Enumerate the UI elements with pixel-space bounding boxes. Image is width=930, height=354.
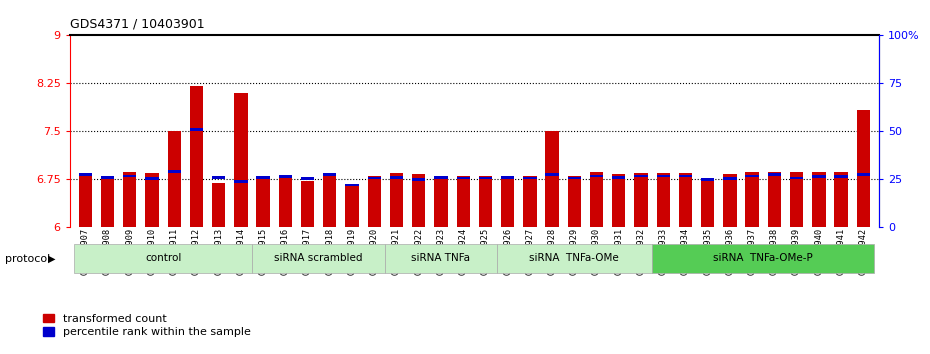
Bar [301, 181, 314, 227]
Bar [79, 173, 92, 176]
Bar [234, 93, 247, 227]
Bar [479, 176, 492, 227]
Bar [345, 187, 359, 227]
Bar [612, 174, 626, 227]
Bar [145, 173, 159, 227]
Bar [524, 176, 537, 227]
Bar [767, 173, 781, 176]
Bar [123, 175, 137, 177]
Bar [252, 244, 385, 273]
Bar [746, 175, 759, 177]
Bar [257, 176, 270, 227]
Bar [812, 172, 826, 227]
Bar [857, 173, 870, 176]
Bar [790, 172, 804, 227]
Text: control: control [145, 253, 181, 263]
Bar [100, 176, 114, 179]
Bar [679, 173, 692, 227]
Bar [167, 170, 181, 173]
Bar [545, 131, 559, 227]
Bar [167, 131, 181, 227]
Bar [385, 244, 497, 273]
Bar [790, 177, 804, 179]
Bar [746, 172, 759, 227]
Text: siRNA TNFa: siRNA TNFa [411, 253, 471, 263]
Bar [612, 176, 626, 179]
Bar [145, 177, 159, 180]
Bar [345, 183, 359, 187]
Bar [524, 177, 537, 179]
Bar [123, 172, 137, 227]
Bar [567, 176, 581, 227]
Text: siRNA  TNFa-OMe-P: siRNA TNFa-OMe-P [713, 253, 813, 263]
Bar [567, 177, 581, 179]
Bar [367, 176, 381, 227]
Bar [212, 176, 225, 179]
Bar [834, 172, 848, 227]
Bar [724, 174, 737, 227]
Bar [652, 244, 874, 273]
Legend: transformed count, percentile rank within the sample: transformed count, percentile rank withi… [43, 314, 250, 337]
Bar [501, 176, 514, 179]
Bar [724, 177, 737, 180]
Bar [301, 177, 314, 180]
Bar [412, 178, 425, 181]
Bar [634, 173, 647, 227]
Bar [657, 173, 670, 227]
Text: ▶: ▶ [48, 254, 56, 264]
Bar [479, 177, 492, 179]
Text: siRNA  TNFa-OMe: siRNA TNFa-OMe [529, 253, 619, 263]
Bar [323, 173, 337, 176]
Bar [79, 174, 92, 227]
Bar [190, 128, 203, 131]
Bar [367, 177, 381, 179]
Bar [657, 175, 670, 177]
Bar [457, 176, 470, 227]
Bar [390, 173, 404, 227]
Bar [812, 175, 826, 178]
Text: protocol: protocol [5, 254, 50, 264]
Bar [701, 178, 714, 181]
Bar [457, 177, 470, 179]
Bar [74, 244, 252, 273]
Bar [234, 181, 247, 183]
Bar [323, 174, 337, 227]
Bar [501, 176, 514, 227]
Bar [857, 110, 870, 227]
Bar [279, 175, 292, 227]
Bar [634, 175, 647, 177]
Bar [767, 172, 781, 227]
Bar [212, 183, 225, 227]
Text: GDS4371 / 10403901: GDS4371 / 10403901 [70, 18, 205, 31]
Bar [497, 244, 652, 273]
Bar [257, 176, 270, 179]
Bar [279, 175, 292, 178]
Bar [590, 175, 604, 177]
Bar [100, 178, 114, 227]
Bar [390, 176, 404, 179]
Bar [434, 179, 447, 227]
Bar [679, 175, 692, 177]
Bar [190, 86, 203, 227]
Bar [545, 173, 559, 176]
Text: siRNA scrambled: siRNA scrambled [274, 253, 363, 263]
Bar [590, 172, 604, 227]
Bar [834, 175, 848, 178]
Bar [701, 179, 714, 227]
Bar [412, 174, 425, 227]
Bar [434, 176, 447, 179]
